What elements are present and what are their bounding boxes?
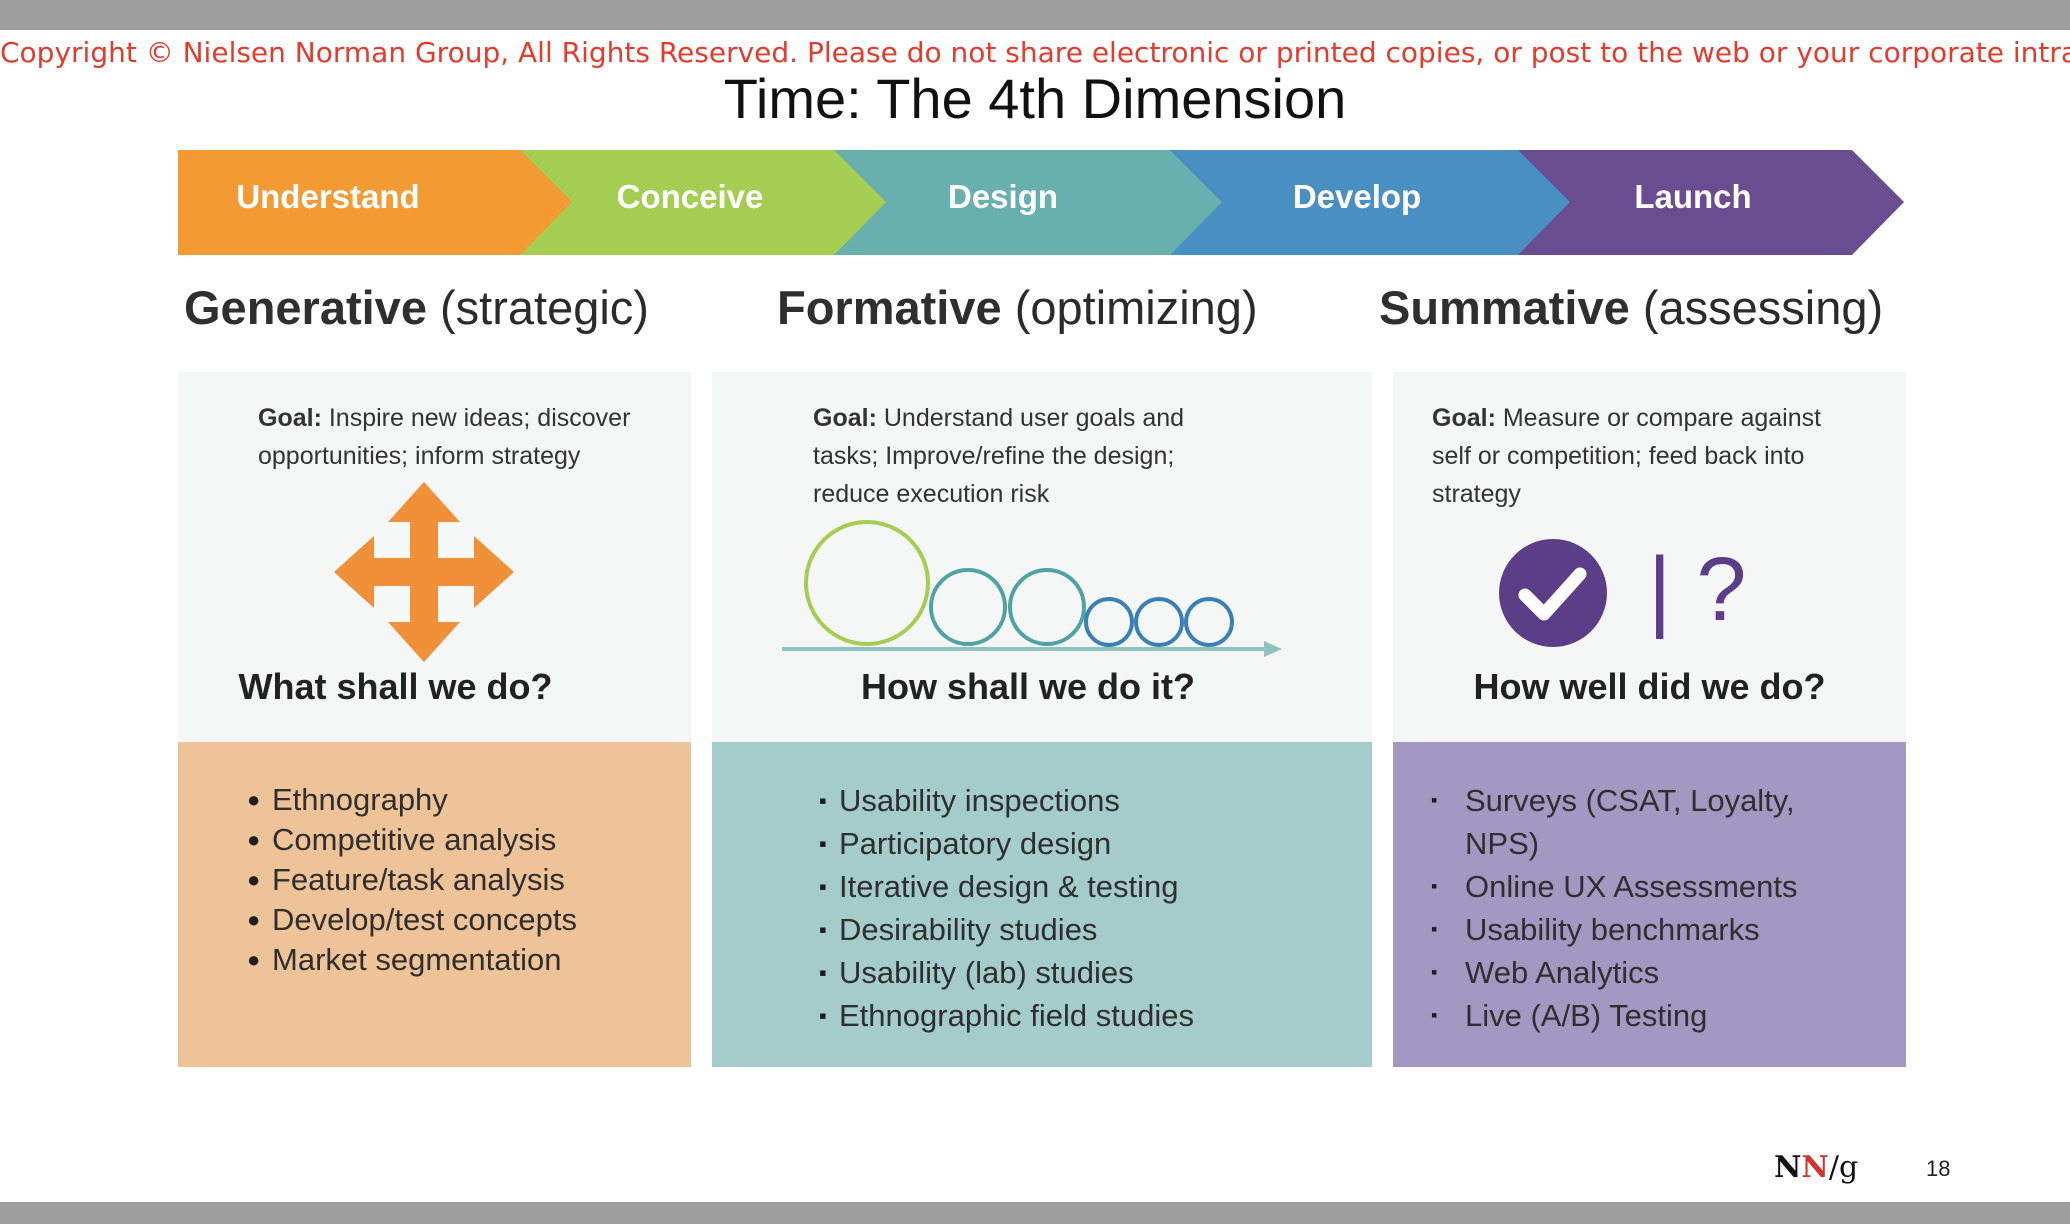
phase-qualifier: (assessing): [1642, 281, 1884, 334]
summative-methods-list: Surveys (CSAT, Loyalty, NPS) Online UX A…: [1431, 779, 1821, 1037]
phase-name: Summative: [1379, 281, 1630, 334]
phase-heading-formative: Formative (optimizing): [777, 280, 1258, 335]
formative-goal: Goal: Understand user goals and tasks; I…: [813, 399, 1233, 513]
phase-heading-summative: Summative (assessing): [1379, 280, 1883, 335]
checkmark-circle-icon: [1499, 539, 1607, 647]
stage-chevron-develop: [1170, 150, 1570, 255]
goal-label: Goal:: [813, 404, 877, 432]
formative-question: How shall we do it?: [860, 666, 1196, 707]
list-item: Live (A/B) Testing: [1431, 994, 1821, 1037]
shrinking-circles-icon: [782, 520, 1282, 657]
summative-goal: Goal: Measure or compare against self or…: [1432, 399, 1852, 513]
stage-label-understand: Understand: [236, 178, 420, 215]
stage-chevron-bar: [178, 150, 1904, 255]
summative-goal-panel: [1393, 372, 1906, 742]
stage-chevron-design: [834, 150, 1222, 255]
small-circle: [1184, 597, 1234, 647]
phase-qualifier: (optimizing): [1014, 281, 1258, 334]
phase-qualifier: (strategic): [440, 281, 649, 334]
generative-methods-list: Ethnography Competitive analysis Feature…: [247, 780, 577, 980]
goal-text: Understand user goals and tasks; Improve…: [813, 404, 1185, 508]
list-item: Feature/task analysis: [247, 860, 577, 900]
phase-heading-generative: Generative (strategic): [184, 280, 649, 335]
top-bar: [0, 0, 2070, 30]
list-item: Ethnographic field studies: [819, 994, 1194, 1037]
stage-label-conceive: Conceive: [616, 178, 764, 215]
goal-text: Measure or compare against self or compe…: [1432, 404, 1822, 508]
generative-question: What shall we do?: [238, 666, 553, 707]
list-item: Usability (lab) studies: [819, 951, 1194, 994]
copyright-notice: Copyright © Nielsen Norman Group, All Ri…: [0, 36, 2070, 69]
phase-name: Generative: [184, 281, 427, 334]
stage-chevron-launch: [1518, 150, 1904, 255]
medium-circle: [929, 568, 1007, 646]
goal-text: Inspire new ideas; discover opportunitie…: [258, 404, 631, 470]
list-item: Participatory design: [819, 822, 1194, 865]
list-item: Surveys (CSAT, Loyalty, NPS): [1431, 779, 1821, 865]
logo-letter: N: [1774, 1150, 1802, 1185]
list-item: Market segmentation: [247, 940, 577, 980]
list-item: Online UX Assessments: [1431, 865, 1821, 908]
list-item: Usability inspections: [819, 779, 1194, 822]
medium-circle: [1008, 568, 1086, 646]
page-title: Time: The 4th Dimension: [723, 67, 1347, 130]
stage-label-develop: Develop: [1292, 178, 1422, 215]
four-way-arrow-icon: [334, 482, 514, 662]
small-circle: [1084, 597, 1134, 647]
stage-label-design: Design: [947, 178, 1059, 215]
generative-goal: Goal: Inspire new ideas; discover opport…: [258, 399, 678, 475]
formative-goal-panel: [712, 372, 1372, 742]
formative-methods-list: Usability inspections Participatory desi…: [819, 779, 1194, 1037]
list-item: Web Analytics: [1431, 951, 1821, 994]
list-item: Iterative design & testing: [819, 865, 1194, 908]
goal-label: Goal:: [1432, 404, 1496, 432]
list-item: Develop/test concepts: [247, 900, 577, 940]
summative-question: How well did we do?: [1473, 666, 1826, 707]
stage-chevron-conceive: [520, 150, 886, 255]
list-item: Usability benchmarks: [1431, 908, 1821, 951]
stage-chevron-understand: [178, 150, 572, 255]
phase-name: Formative: [777, 281, 1002, 334]
nng-logo: NN/g: [1774, 1150, 1858, 1185]
page-number: 18: [1926, 1156, 1951, 1181]
small-circle: [1134, 597, 1184, 647]
question-mark-symbol: | ?: [1648, 540, 1747, 640]
logo-suffix: /g: [1828, 1150, 1859, 1185]
large-circle: [804, 520, 930, 646]
logo-letter: N: [1801, 1150, 1829, 1185]
list-item: Ethnography: [247, 780, 577, 820]
timeline-arrow-head: [1264, 641, 1282, 657]
stage-label-launch: Launch: [1634, 178, 1752, 215]
goal-label: Goal:: [258, 404, 322, 432]
bottom-bar: [0, 1202, 2070, 1224]
list-item: Desirability studies: [819, 908, 1194, 951]
list-item: Competitive analysis: [247, 820, 577, 860]
